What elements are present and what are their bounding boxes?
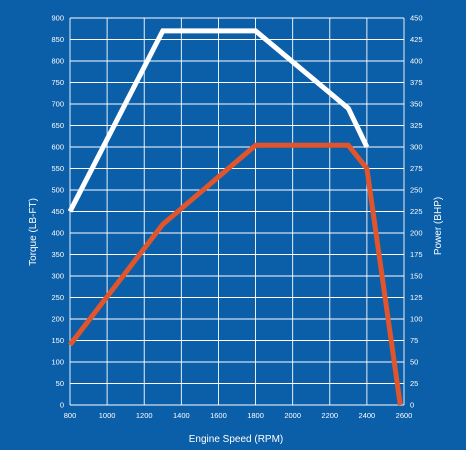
- y-tick-label-right: 175: [410, 250, 423, 259]
- y-tick-label-right: 25: [410, 379, 418, 388]
- y-tick-label-left: 0: [60, 401, 64, 410]
- y-tick-label-right: 275: [410, 164, 423, 173]
- y-tick-label-left: 500: [51, 186, 64, 195]
- y-tick-label-right: 0: [410, 401, 414, 410]
- y-tick-label-left: 900: [51, 14, 64, 23]
- tick-labels: 800 1000 1200 1400 1600 1800 2000 2200 2400 26000…: [51, 14, 422, 421]
- torque-series-line: [67, 28, 370, 213]
- y-tick-label-right: 375: [410, 78, 423, 87]
- y-tick-label-right: 225: [410, 207, 423, 216]
- y-tick-label-left: 100: [51, 358, 64, 367]
- y-tick-label-left: 150: [51, 336, 64, 345]
- y-tick-label-left: 750: [51, 78, 64, 87]
- y-tick-label-right: 100: [410, 315, 423, 324]
- y-tick-label-right: 75: [410, 336, 418, 345]
- y-tick-label-right: 400: [410, 57, 423, 66]
- y-tick-label-left: 800: [51, 57, 64, 66]
- y-tick-label-left: 400: [51, 229, 64, 238]
- y-tick-label-left: 350: [51, 250, 64, 259]
- y-tick-label-right: 125: [410, 293, 423, 302]
- y-tick-label-right: 350: [410, 100, 423, 109]
- y-tick-label-left: 50: [56, 379, 64, 388]
- y-tick-label-right: 425: [410, 35, 423, 44]
- y-tick-label-left: 850: [51, 35, 64, 44]
- y-tick-label-left: 250: [51, 293, 64, 302]
- x-tick-label: 1200: [136, 411, 153, 420]
- grid-lines: [69, 17, 405, 406]
- y-tick-label-right: 200: [410, 229, 423, 238]
- y-axis-title-left: Torque (LB-FT): [28, 198, 39, 266]
- y-tick-label-left: 300: [51, 272, 64, 281]
- x-tick-label: 1800: [247, 411, 264, 420]
- series-lines: [67, 28, 403, 406]
- y-tick-label-right: 250: [410, 186, 423, 195]
- x-tick-label: 2600: [396, 411, 413, 420]
- y-tick-label-left: 550: [51, 164, 64, 173]
- y-tick-label-left: 450: [51, 207, 64, 216]
- power-series-line: [68, 142, 403, 406]
- x-tick-label: 1000: [99, 411, 116, 420]
- y-tick-label-right: 50: [410, 358, 418, 367]
- x-tick-label: 1600: [210, 411, 227, 420]
- y-tick-label-left: 200: [51, 315, 64, 324]
- y-tick-label-right: 325: [410, 121, 423, 130]
- y-axis-title-right: Power (BHP): [433, 197, 444, 255]
- x-tick-label: 2400: [359, 411, 376, 420]
- y-tick-label-left: 600: [51, 143, 64, 152]
- y-tick-label-right: 450: [410, 14, 423, 23]
- x-tick-label: 1400: [173, 411, 190, 420]
- y-tick-label-right: 150: [410, 272, 423, 281]
- y-tick-label-left: 700: [51, 100, 64, 109]
- y-tick-label-left: 650: [51, 121, 64, 130]
- x-tick-label: 800: [64, 411, 77, 420]
- x-axis-title: Engine Speed (RPM): [189, 434, 284, 445]
- y-tick-label-right: 300: [410, 143, 423, 152]
- x-tick-label: 2000: [284, 411, 301, 420]
- x-tick-label: 2200: [321, 411, 338, 420]
